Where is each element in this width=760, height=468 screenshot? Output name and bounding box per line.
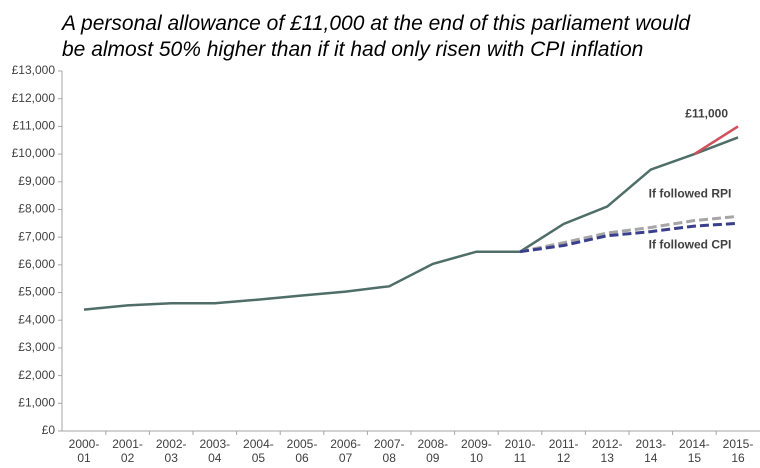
x-tick-label: 2006-07: [330, 437, 361, 465]
x-tick-label: 2001-02: [112, 437, 143, 465]
series-line: [83, 136, 739, 311]
y-tick-label: £9,000: [18, 174, 55, 188]
x-tick-label: 2014-15: [679, 437, 710, 465]
x-tick-label: 2008-09: [417, 437, 448, 465]
y-tick-label: £0: [42, 423, 56, 437]
chart-title: A personal allowance of £11,000 at the e…: [60, 12, 691, 35]
series-line: [693, 125, 739, 156]
x-tick-label: 2000-01: [69, 437, 100, 465]
x-tick-label: 2009-10: [461, 437, 492, 465]
series-line: [519, 214, 739, 254]
y-tick-label: £11,000: [13, 119, 56, 133]
y-tick-label: £3,000: [18, 340, 55, 354]
series-line: [519, 221, 739, 254]
y-tick-label: £12,000: [12, 91, 56, 105]
x-tick-label: 2013-14: [635, 437, 666, 465]
y-tick-label: £6,000: [18, 257, 55, 271]
y-tick-label: £13,000: [12, 63, 56, 77]
y-tick-label: £1,000: [18, 395, 55, 409]
y-tick-label: £2,000: [18, 368, 55, 382]
series-label: If followed RPI: [649, 187, 732, 201]
x-tick-label: 2007-08: [374, 437, 405, 465]
x-tick-label: 2010-11: [505, 437, 536, 465]
y-tick-label: £5,000: [18, 285, 55, 299]
x-tick-label: 2003-04: [199, 437, 230, 465]
x-tick-label: 2004-05: [243, 437, 274, 465]
x-tick-label: 2002-03: [156, 437, 187, 465]
y-tick-label: £7,000: [18, 229, 55, 243]
chart-title: be almost 50% higher than if it had only…: [62, 38, 643, 61]
y-tick-label: £10,000: [12, 146, 56, 160]
value-label: £11,000: [685, 107, 728, 121]
y-tick-label: £4,000: [18, 312, 55, 326]
x-tick-label: 2012-13: [592, 437, 623, 465]
x-tick-label: 2011-12: [549, 437, 579, 465]
series-label: If followed CPI: [649, 237, 732, 251]
x-tick-label: 2015-16: [723, 437, 754, 465]
y-tick-label: £8,000: [18, 202, 55, 216]
x-tick-label: 2005-06: [287, 437, 318, 465]
